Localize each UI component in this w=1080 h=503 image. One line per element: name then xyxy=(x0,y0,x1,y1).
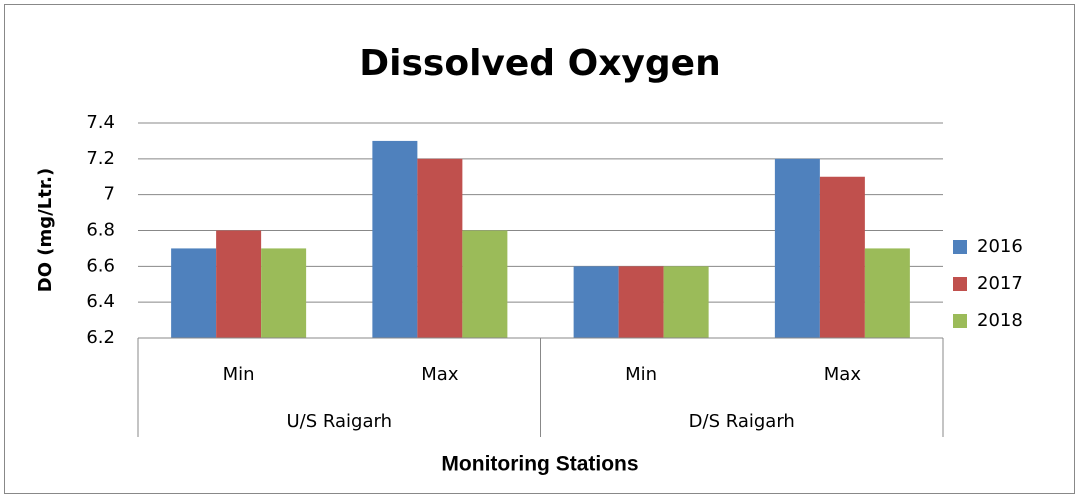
legend-label: 2018 xyxy=(977,310,1023,331)
y-tick-label: 7.4 xyxy=(86,112,115,133)
bar xyxy=(864,248,910,338)
legend-swatch xyxy=(953,277,967,291)
x-tick-label: Max xyxy=(421,364,459,385)
bar xyxy=(663,266,709,338)
y-tick-label: 6.4 xyxy=(86,291,115,312)
bar xyxy=(171,248,217,338)
x-tick-label: Min xyxy=(625,364,657,385)
x-tick-label: Min xyxy=(223,364,255,385)
legend-swatch xyxy=(953,240,967,254)
legend-swatch xyxy=(953,314,967,328)
y-tick-label: 7 xyxy=(104,184,115,205)
bar xyxy=(261,248,307,338)
bar xyxy=(216,230,262,338)
y-tick-label: 7.2 xyxy=(86,148,115,169)
group-label: D/S Raigarh xyxy=(689,411,795,432)
chart-title: Dissolved Oxygen xyxy=(359,43,720,84)
bar xyxy=(819,176,865,338)
y-tick-label: 6.6 xyxy=(86,255,115,276)
y-axis-title: DO (mg/Ltr.) xyxy=(35,168,56,292)
bar xyxy=(417,158,463,338)
bar xyxy=(573,266,619,338)
y-tick-label: 6.2 xyxy=(86,327,115,348)
bar xyxy=(618,266,664,338)
legend-label: 2016 xyxy=(977,236,1023,257)
group-label: U/S Raigarh xyxy=(287,411,392,432)
bar xyxy=(774,158,820,338)
y-tick-label: 6.8 xyxy=(86,220,115,241)
bar xyxy=(462,230,508,338)
x-axis-title: Monitoring Stations xyxy=(441,453,638,476)
bar xyxy=(372,140,418,338)
x-tick-label: Max xyxy=(824,364,862,385)
legend-label: 2017 xyxy=(977,273,1023,294)
